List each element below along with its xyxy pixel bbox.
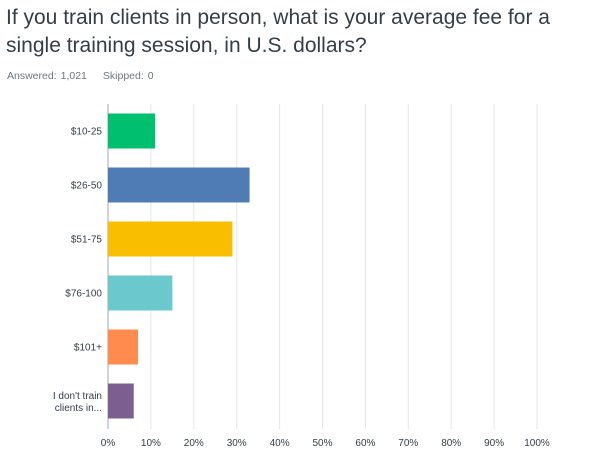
x-tick-label: 20% <box>184 438 204 449</box>
answered-stat: Answered: 1,021 <box>7 70 87 82</box>
category-label: I don't train clients in... <box>53 391 102 414</box>
bar[interactable] <box>108 167 250 203</box>
bar[interactable] <box>108 329 139 365</box>
x-tick-label: 0% <box>101 438 116 449</box>
category-label: $10-25 <box>71 127 103 138</box>
x-tick-label: 90% <box>484 438 504 449</box>
answered-count: 1,021 <box>60 70 87 82</box>
x-tick-label: 30% <box>227 438 247 449</box>
bar[interactable] <box>108 275 173 311</box>
category-label: $51-75 <box>71 235 103 246</box>
category-label: $76-100 <box>65 289 102 300</box>
x-tick-label: 10% <box>141 438 161 449</box>
bar[interactable] <box>108 221 233 257</box>
x-tick-label: 40% <box>270 438 290 449</box>
skipped-label: Skipped: <box>102 70 144 82</box>
skipped-count: 0 <box>147 70 154 82</box>
skipped-stat: Skipped: 0 <box>103 70 154 82</box>
bar[interactable] <box>108 113 156 149</box>
category-label: $101+ <box>74 343 102 354</box>
category-label: $26-50 <box>71 181 103 192</box>
x-tick-label: 80% <box>441 438 461 449</box>
x-tick-label: 70% <box>398 438 418 449</box>
x-tick-label: 100% <box>524 438 550 449</box>
x-tick-label: 60% <box>355 438 375 449</box>
answered-label: Answered: <box>7 70 57 82</box>
question-title: If you train clients in person, what is … <box>6 6 550 57</box>
response-stats: Answered: 1,021 Skipped: 0 <box>7 70 154 82</box>
x-tick-label: 50% <box>312 438 332 449</box>
bar[interactable] <box>108 383 134 419</box>
